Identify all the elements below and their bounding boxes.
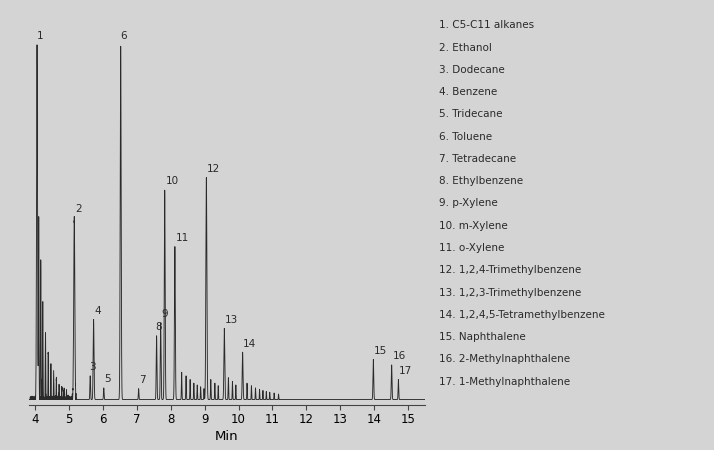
Text: 16: 16 bbox=[392, 351, 406, 361]
Text: 14. 1,2,4,5-Tetramethylbenzene: 14. 1,2,4,5-Tetramethylbenzene bbox=[439, 310, 605, 320]
Text: 9: 9 bbox=[161, 310, 168, 320]
Text: 8: 8 bbox=[156, 322, 162, 332]
Text: 3: 3 bbox=[89, 362, 96, 372]
Text: 16. 2-Methylnaphthalene: 16. 2-Methylnaphthalene bbox=[439, 355, 570, 365]
Text: 11. o-Xylene: 11. o-Xylene bbox=[439, 243, 505, 253]
Text: 11: 11 bbox=[176, 233, 189, 243]
Text: 17. 1-Methylnaphthalene: 17. 1-Methylnaphthalene bbox=[439, 377, 570, 387]
X-axis label: Min: Min bbox=[215, 430, 238, 443]
Text: 5: 5 bbox=[104, 374, 111, 384]
Text: 13. 1,2,3-Trimethylbenzene: 13. 1,2,3-Trimethylbenzene bbox=[439, 288, 581, 297]
Text: 7: 7 bbox=[139, 375, 146, 385]
Text: 4: 4 bbox=[94, 306, 101, 316]
Text: 14: 14 bbox=[243, 338, 256, 349]
Text: 10. m-Xylene: 10. m-Xylene bbox=[439, 221, 508, 231]
Text: 9. p-Xylene: 9. p-Xylene bbox=[439, 198, 498, 208]
Text: 10: 10 bbox=[166, 176, 178, 186]
Text: 6. Toluene: 6. Toluene bbox=[439, 131, 492, 142]
Text: 3. Dodecane: 3. Dodecane bbox=[439, 65, 505, 75]
Text: 13: 13 bbox=[225, 315, 238, 325]
Text: 15: 15 bbox=[373, 346, 386, 356]
Text: 1. C5-C11 alkanes: 1. C5-C11 alkanes bbox=[439, 20, 534, 30]
Text: 4. Benzene: 4. Benzene bbox=[439, 87, 498, 97]
Text: 2: 2 bbox=[75, 204, 81, 214]
Text: 17: 17 bbox=[399, 366, 413, 376]
Text: 15. Naphthalene: 15. Naphthalene bbox=[439, 332, 526, 342]
Text: 1: 1 bbox=[36, 31, 44, 41]
Text: 2. Ethanol: 2. Ethanol bbox=[439, 43, 492, 53]
Text: 5. Tridecane: 5. Tridecane bbox=[439, 109, 503, 119]
Text: 8. Ethylbenzene: 8. Ethylbenzene bbox=[439, 176, 523, 186]
Text: 6: 6 bbox=[121, 31, 127, 41]
Text: 7. Tetradecane: 7. Tetradecane bbox=[439, 154, 516, 164]
Text: 12: 12 bbox=[207, 164, 221, 174]
Text: 12. 1,2,4-Trimethylbenzene: 12. 1,2,4-Trimethylbenzene bbox=[439, 266, 581, 275]
